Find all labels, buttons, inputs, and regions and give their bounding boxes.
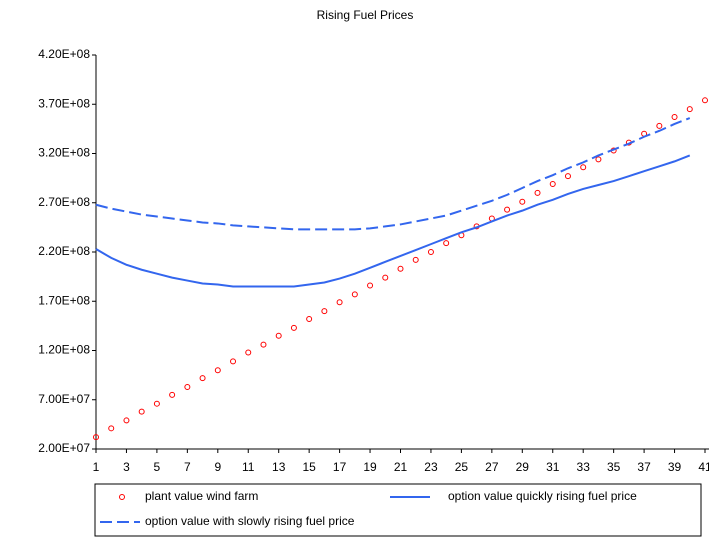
x-tick-label: 37 — [637, 460, 651, 474]
y-tick-label: 2.00E+07 — [38, 441, 90, 455]
x-tick-label: 41 — [698, 460, 709, 474]
x-tick-label: 27 — [485, 460, 499, 474]
line — [95, 154, 691, 288]
x-tick-label: 13 — [272, 460, 286, 474]
marker — [686, 106, 693, 113]
x-tick-label: 5 — [154, 460, 161, 474]
x-tick-label: 21 — [394, 460, 408, 474]
marker — [245, 349, 252, 356]
x-tick-label: 35 — [607, 460, 621, 474]
x-tick-label: 9 — [214, 460, 221, 474]
x-tick-label: 19 — [363, 460, 377, 474]
x-tick-label: 3 — [123, 460, 130, 474]
marker — [153, 400, 160, 407]
y-tick-label: 3.70E+08 — [38, 96, 90, 110]
marker — [595, 156, 602, 163]
legend-marker — [119, 494, 125, 500]
marker — [169, 391, 176, 398]
marker — [321, 308, 328, 315]
marker — [519, 198, 526, 205]
x-tick-label: 29 — [516, 460, 530, 474]
marker — [382, 274, 389, 281]
x-tick-label: 17 — [333, 460, 347, 474]
marker — [534, 189, 541, 196]
y-tick-label: 3.20E+08 — [38, 146, 90, 160]
legend-label: option value with slowly rising fuel pri… — [145, 514, 355, 528]
marker — [397, 265, 404, 272]
y-tick-label: 1.70E+08 — [38, 293, 90, 307]
y-tick-label: 2.70E+08 — [38, 195, 90, 209]
x-tick-label: 39 — [668, 460, 682, 474]
legend-box — [94, 483, 702, 537]
marker — [199, 375, 206, 382]
marker — [138, 408, 145, 415]
x-tick-label: 7 — [184, 460, 191, 474]
marker — [184, 383, 191, 390]
marker — [443, 240, 450, 247]
chart-title: Rising Fuel Prices — [317, 8, 414, 22]
x-tick-label: 31 — [546, 460, 560, 474]
marker — [702, 97, 708, 104]
y-tick-label: 7.00E+07 — [38, 392, 90, 406]
y-tick-label: 2.20E+08 — [38, 244, 90, 258]
x-tick-label: 23 — [424, 460, 438, 474]
marker — [214, 367, 221, 374]
marker — [504, 206, 511, 213]
marker — [351, 291, 358, 298]
marker — [93, 434, 99, 441]
marker — [656, 122, 663, 129]
marker — [306, 315, 313, 322]
marker — [671, 114, 678, 121]
marker — [427, 249, 434, 255]
y-tick-label: 4.20E+08 — [38, 47, 90, 61]
line — [95, 117, 691, 231]
x-tick-label: 1 — [93, 460, 100, 474]
marker — [275, 332, 282, 339]
marker — [412, 256, 419, 263]
marker — [230, 358, 237, 365]
marker — [290, 324, 297, 331]
marker — [123, 417, 130, 424]
marker — [367, 282, 374, 289]
marker — [336, 299, 343, 306]
x-tick-label: 15 — [302, 460, 316, 474]
marker — [549, 181, 556, 188]
marker — [108, 425, 115, 432]
legend-label: option value quickly rising fuel price — [448, 489, 637, 503]
marker — [580, 164, 587, 171]
marker — [260, 341, 267, 348]
legend-label: plant value wind farm — [145, 489, 258, 503]
y-tick-label: 1.20E+08 — [38, 343, 90, 357]
x-tick-label: 25 — [455, 460, 469, 474]
x-tick-label: 11 — [242, 460, 255, 474]
marker — [564, 173, 571, 180]
x-tick-label: 33 — [577, 460, 591, 474]
